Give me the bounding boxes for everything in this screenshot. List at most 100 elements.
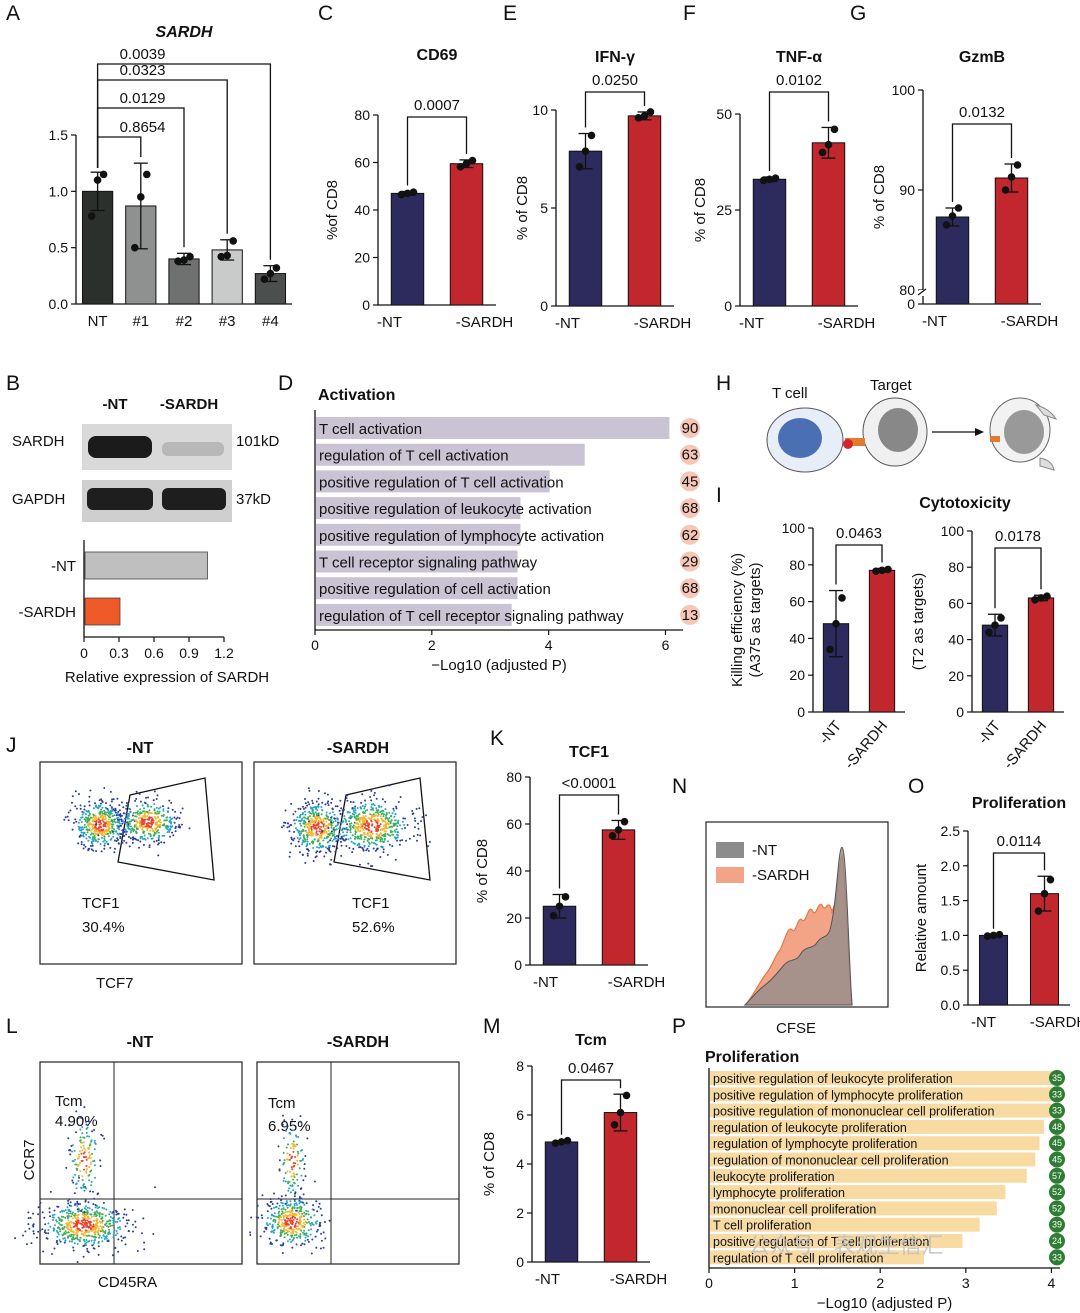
term-label: regulation of lymphocyte proliferation (713, 1137, 917, 1151)
flow-event (83, 1147, 85, 1150)
flow-event (274, 1206, 277, 1209)
data-point (826, 645, 834, 654)
flow-event (125, 802, 128, 804)
flow-event (160, 814, 163, 817)
flow-event (355, 818, 358, 821)
flow-event (144, 838, 147, 841)
flow-event (89, 1163, 92, 1166)
flow-event (96, 840, 99, 843)
flow-event (388, 811, 391, 814)
flow-event (291, 1118, 294, 1121)
flow-event (94, 1211, 97, 1214)
flow-event (149, 829, 152, 832)
flow-j-frame-nt (39, 761, 243, 965)
flow-event (349, 828, 352, 831)
flow-event (403, 823, 405, 826)
flow-event (104, 1214, 107, 1217)
flow-event (107, 1220, 110, 1223)
flow-event (134, 1226, 137, 1229)
flow-event (102, 834, 105, 837)
flow-event (343, 817, 346, 820)
flow-event (280, 1223, 283, 1226)
flow-event (87, 814, 90, 817)
flow-event (86, 1230, 89, 1233)
flow-event (311, 1223, 314, 1226)
flow-event (27, 1211, 30, 1214)
flow-event (282, 1224, 284, 1227)
flow-event (299, 1228, 302, 1231)
flow-l-gate-label-sardh: Tcm (268, 1095, 296, 1112)
flow-event (72, 1249, 75, 1252)
flow-event (76, 1261, 79, 1263)
chart-a-sardh-knockdown: 0.00.51.01.5NT #1 #2 #3 #4SARDH0.86540.01290… (49, 24, 292, 330)
flow-event (354, 809, 357, 812)
flow-event (295, 1243, 298, 1246)
data-point (997, 614, 1005, 622)
p-value-label: 0.0250 (592, 72, 638, 89)
cell-fragment-icon (1039, 457, 1055, 471)
flow-event (383, 813, 385, 816)
flow-event (382, 815, 385, 818)
flow-event (188, 827, 191, 830)
y-tick-label: 2 (516, 1205, 524, 1221)
flow-event (387, 820, 390, 823)
flow-event (327, 827, 330, 829)
flow-event (109, 1216, 112, 1218)
flow-event (157, 854, 160, 857)
flow-event (53, 1209, 56, 1212)
flow-event (122, 828, 125, 831)
flow-event (63, 1241, 66, 1244)
flow-event (394, 837, 397, 840)
flow-event (83, 844, 85, 846)
flow-event (148, 822, 151, 825)
flow-event (352, 801, 355, 804)
flow-event (395, 807, 398, 810)
data-point (581, 147, 590, 155)
flow-event (353, 807, 356, 810)
data-point (1001, 186, 1010, 194)
flow-event (289, 1200, 292, 1203)
flow-event (119, 1219, 122, 1222)
flow-j-gate-label-sardh: TCF1 (352, 895, 390, 912)
flow-event (107, 1240, 110, 1243)
flow-event (331, 811, 334, 814)
flow-event (101, 806, 104, 809)
gene-count-badge (680, 604, 700, 625)
flow-event (85, 1120, 88, 1123)
flow-event (82, 811, 85, 814)
flow-event (116, 821, 119, 824)
significance-bracket (406, 116, 468, 186)
flow-event (307, 801, 310, 804)
flow-event (162, 809, 165, 812)
flow-event (394, 822, 397, 825)
flow-event (354, 805, 357, 808)
flow-event (80, 1160, 83, 1162)
flow-event (299, 1209, 302, 1212)
flow-event (152, 799, 155, 802)
flow-event (117, 1250, 120, 1253)
flow-event (99, 843, 102, 845)
histogram-xlabel: CFSE (776, 1020, 816, 1037)
flow-event (255, 1216, 258, 1219)
gene-count-label: 52 (1052, 1203, 1062, 1213)
flow-event (101, 819, 104, 822)
flow-event (139, 816, 142, 819)
flow-event (296, 837, 299, 839)
flow-event (376, 815, 379, 818)
flow-event (312, 812, 315, 815)
flow-event (88, 1154, 91, 1157)
flow-event (166, 828, 169, 831)
x-tick-label: -NT (377, 314, 402, 331)
flow-event (354, 825, 357, 828)
x-tick-label: 0.6 (144, 645, 164, 661)
flow-event (93, 1241, 96, 1244)
flow-event (379, 838, 382, 841)
flow-event (88, 1144, 91, 1147)
gene-count-label: 62 (682, 527, 699, 544)
x-tick-label: -SARDH (634, 315, 692, 332)
flow-event (101, 1225, 104, 1228)
flow-event (90, 1239, 93, 1242)
flow-event (330, 819, 333, 822)
chart-title: Proliferation (972, 795, 1066, 812)
